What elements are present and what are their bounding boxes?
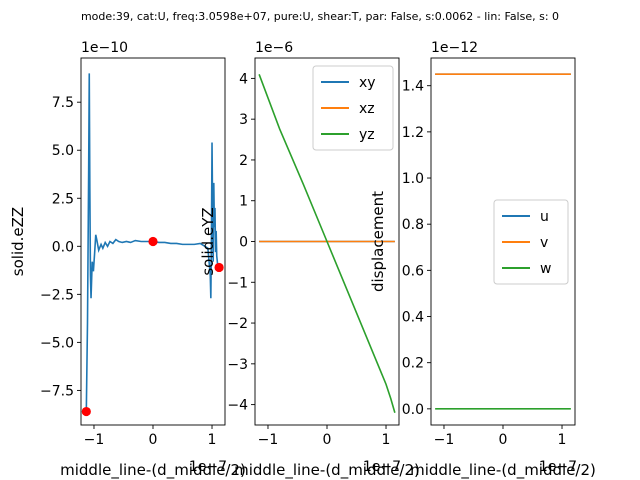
chart-panel-1: −1 0 1 −7.5 −5.0 −2.5 0.0 2.5 5.0 7.5 1e−10 1e−7mid… xyxy=(9,40,246,480)
x-tick-label: 0 xyxy=(499,432,508,448)
legend-label-xz: xz xyxy=(359,101,375,117)
y-tick-label: 0.0 xyxy=(402,402,424,418)
x-tick-label: 1 xyxy=(558,432,567,448)
x-axis-label: middle_line-(d_middle/2) xyxy=(410,461,596,480)
y-axis-label: solid.eYZ xyxy=(199,207,217,275)
y-tick-label: 4 xyxy=(239,71,248,87)
y-tick-label: 0.4 xyxy=(402,310,424,326)
legend: xy xz yz xyxy=(312,65,394,151)
y-tick-label: 2.5 xyxy=(52,191,74,207)
y-tick-label: 0.0 xyxy=(52,239,74,255)
y-offset-text: 1e−12 xyxy=(431,40,478,56)
x-tick-label: −1 xyxy=(258,432,279,448)
series-line-yz xyxy=(258,74,396,413)
x-tick-label: 0 xyxy=(323,432,332,448)
y-tick-label: 3 xyxy=(239,112,248,128)
y-tick-label: 7.5 xyxy=(52,95,74,111)
legend-label-yz: yz xyxy=(359,127,375,143)
legend-box xyxy=(312,65,394,151)
y-tick-label: 1.0 xyxy=(402,171,424,187)
legend-label-w: w xyxy=(540,261,551,277)
data-marker-3 xyxy=(214,262,224,273)
figure-suptitle: mode:39, cat:U, freq:3.0598e+07, pure:U,… xyxy=(81,10,559,23)
x-tick-label: −1 xyxy=(84,432,105,448)
x-offset-text: 1e−7 xyxy=(363,459,401,475)
legend-box xyxy=(493,199,569,285)
x-tick-label: −1 xyxy=(434,432,455,448)
y-offset-text: 1e−6 xyxy=(255,40,293,56)
legend: uvw xyxy=(493,199,569,285)
y-axis-label: displacement xyxy=(369,191,387,292)
x-offset-text: 1e−7 xyxy=(539,459,577,475)
y-tick-label: 5.0 xyxy=(52,143,74,159)
x-tick-label: 1 xyxy=(208,432,217,448)
series-line-1 xyxy=(85,73,220,412)
y-tick-label: −1 xyxy=(227,275,248,291)
y-offset-text: 1e−10 xyxy=(81,40,128,56)
x-tick-label: 0 xyxy=(149,432,158,448)
x-tick-label: 1 xyxy=(382,432,391,448)
y-tick-label: 2 xyxy=(239,153,248,169)
y-tick-label: −4 xyxy=(227,398,248,414)
data-marker-1 xyxy=(81,406,91,417)
y-tick-label: 0 xyxy=(239,235,248,251)
data-marker-2 xyxy=(148,236,158,247)
chart-panel-3: −1 0 1 0.0 0.2 0.4 0.6 0.8 1.0 1.2 1.4 1e−12 1e−7mid… xyxy=(369,40,596,480)
y-axis-label: solid.eZZ xyxy=(9,207,27,276)
y-tick-label: −7.5 xyxy=(40,383,74,399)
legend-label-xy: xy xyxy=(359,75,376,91)
x-axis-label: middle_line-(d_middle/2) xyxy=(234,461,420,480)
y-tick-label: 0.2 xyxy=(402,356,424,372)
y-tick-label: −2.5 xyxy=(40,287,74,303)
chart-panel-2: −1 0 1 −4 −3 −2 −1 0 1 2 3 4 1e−6 1e−7middle_line-(d_… xyxy=(199,40,420,480)
y-tick-label: 1.2 xyxy=(402,125,424,141)
y-tick-label: 1 xyxy=(239,194,248,210)
y-tick-label: 1.4 xyxy=(402,79,424,95)
legend-label-v: v xyxy=(540,235,548,251)
y-tick-label: −2 xyxy=(227,316,248,332)
y-tick-label: −5.0 xyxy=(40,335,74,351)
x-axis-label: middle_line-(d_middle/2) xyxy=(60,461,246,480)
y-tick-label: 0.6 xyxy=(402,263,424,279)
y-tick-label: −3 xyxy=(227,357,248,373)
x-offset-text: 1e−7 xyxy=(189,459,227,475)
y-tick-label: 0.8 xyxy=(402,217,424,233)
legend-label-u: u xyxy=(540,209,549,225)
